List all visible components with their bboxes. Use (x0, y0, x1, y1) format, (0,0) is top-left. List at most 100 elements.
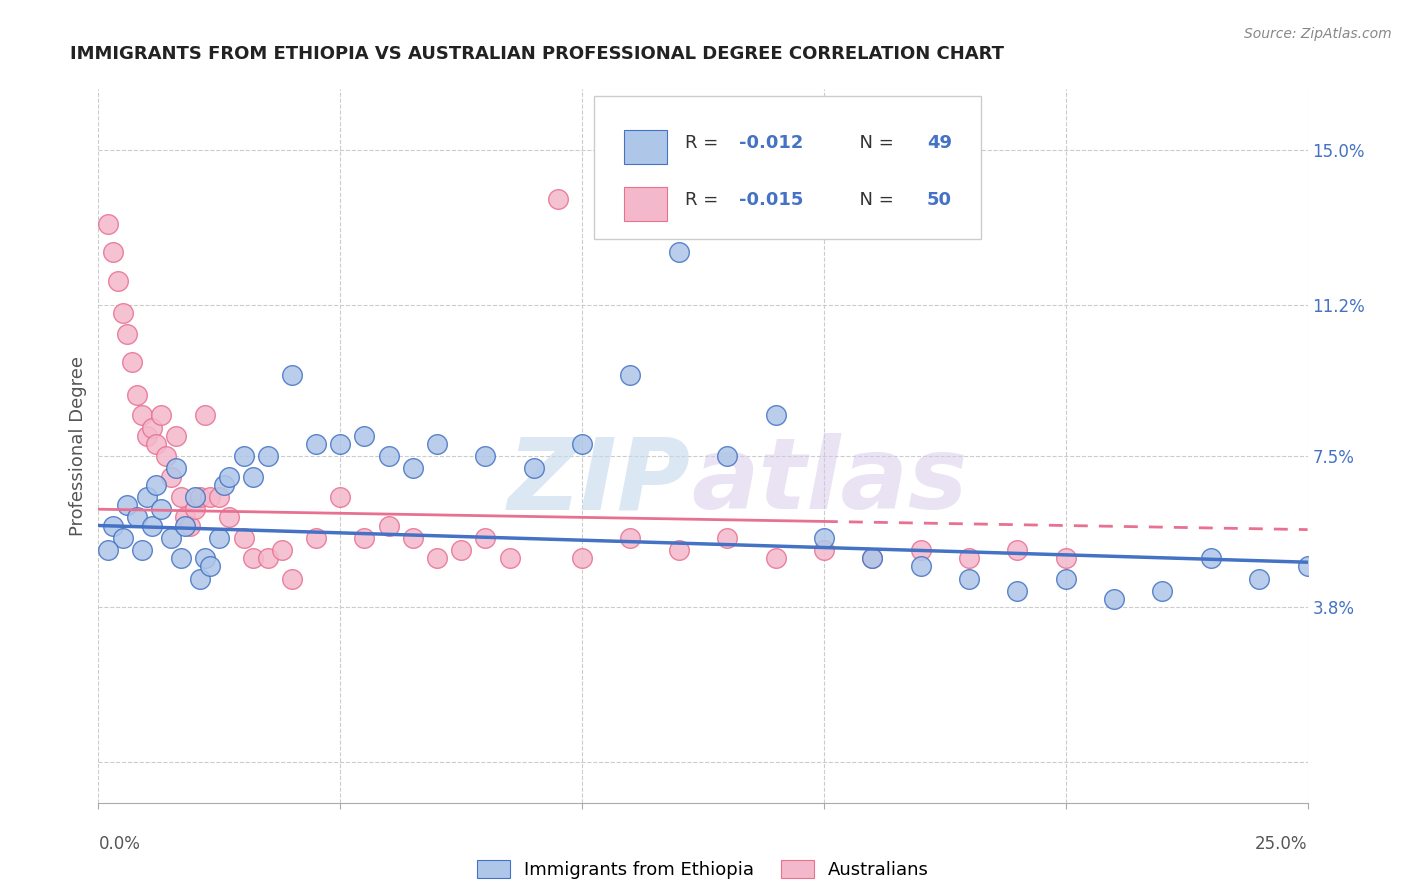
Point (174, 510, 197, 524)
Point (474, 449, 496, 463)
Text: 49: 49 (927, 134, 952, 152)
Point (1054, 572, 1077, 586)
Point (523, 461, 546, 475)
Point (1249, 572, 1271, 586)
Point (474, 531, 496, 545)
Point (571, 437, 593, 451)
Text: IMMIGRANTS FROM ETHIOPIA VS AUSTRALIAN PROFESSIONAL DEGREE CORRELATION CHART: IMMIGRANTS FROM ETHIOPIA VS AUSTRALIAN P… (70, 45, 1004, 62)
Point (97, 543, 120, 558)
Point (305, 437, 328, 451)
Point (208, 531, 231, 545)
Point (160, 469, 183, 483)
Point (198, 490, 221, 504)
Point (165, 429, 187, 443)
Point (121, 355, 143, 369)
Point (271, 543, 294, 558)
Point (353, 531, 375, 545)
Point (194, 409, 217, 423)
Point (281, 368, 304, 382)
Point (155, 449, 177, 463)
Point (101, 245, 124, 260)
Text: ZIP: ZIP (508, 434, 690, 530)
Point (135, 429, 157, 443)
Point (101, 518, 124, 533)
Point (957, 551, 980, 566)
Point (194, 551, 217, 566)
Point (232, 449, 254, 463)
Y-axis label: Professional Degree: Professional Degree (69, 356, 87, 536)
Bar (624, 187, 666, 221)
Point (242, 551, 264, 566)
Point (329, 490, 352, 504)
Point (131, 409, 153, 423)
Point (716, 531, 738, 545)
Text: R =: R = (685, 191, 724, 209)
Point (97, 217, 120, 231)
Point (910, 543, 932, 558)
Point (377, 518, 399, 533)
Point (256, 551, 278, 566)
Point (498, 551, 520, 566)
Point (765, 409, 787, 423)
FancyBboxPatch shape (595, 96, 981, 239)
Point (141, 420, 163, 434)
Point (860, 551, 883, 566)
Point (135, 490, 157, 504)
Point (131, 543, 153, 558)
Point (353, 429, 375, 443)
Point (111, 531, 134, 545)
Point (426, 551, 449, 566)
Point (145, 437, 167, 451)
Point (184, 502, 207, 516)
Text: 50: 50 (927, 191, 952, 209)
Point (1054, 551, 1077, 566)
Legend: Immigrants from Ethiopia, Australians: Immigrants from Ethiopia, Australians (470, 853, 936, 887)
Point (813, 543, 835, 558)
Point (184, 490, 207, 504)
Text: Source: ZipAtlas.com: Source: ZipAtlas.com (1244, 27, 1392, 41)
Point (218, 469, 240, 483)
Point (957, 572, 980, 586)
Point (150, 409, 173, 423)
Point (1152, 583, 1174, 598)
Point (668, 245, 690, 260)
Text: R =: R = (685, 134, 724, 152)
Point (169, 490, 191, 504)
Point (150, 502, 173, 516)
Point (212, 477, 235, 491)
Point (127, 388, 149, 402)
Text: N =: N = (848, 191, 900, 209)
Point (111, 306, 134, 320)
Point (188, 572, 211, 586)
Point (450, 543, 472, 558)
Point (402, 461, 425, 475)
Point (716, 449, 738, 463)
Point (910, 559, 932, 574)
Point (571, 551, 593, 566)
Point (179, 518, 201, 533)
Point (232, 531, 254, 545)
Text: -0.012: -0.012 (740, 134, 804, 152)
Point (1007, 543, 1029, 558)
Point (160, 531, 183, 545)
Point (765, 551, 787, 566)
Point (188, 490, 211, 504)
Point (402, 531, 425, 545)
Point (1007, 583, 1029, 598)
Point (256, 449, 278, 463)
Point (1199, 551, 1222, 566)
Point (305, 531, 328, 545)
Point (426, 437, 449, 451)
Text: atlas: atlas (690, 434, 967, 530)
Point (1102, 591, 1125, 606)
Point (619, 368, 641, 382)
Point (218, 510, 240, 524)
Point (141, 518, 163, 533)
Point (174, 518, 197, 533)
Point (169, 551, 191, 566)
Point (145, 477, 167, 491)
Point (127, 510, 149, 524)
Point (117, 498, 139, 512)
Text: N =: N = (848, 134, 900, 152)
Text: 0.0%: 0.0% (98, 836, 141, 854)
